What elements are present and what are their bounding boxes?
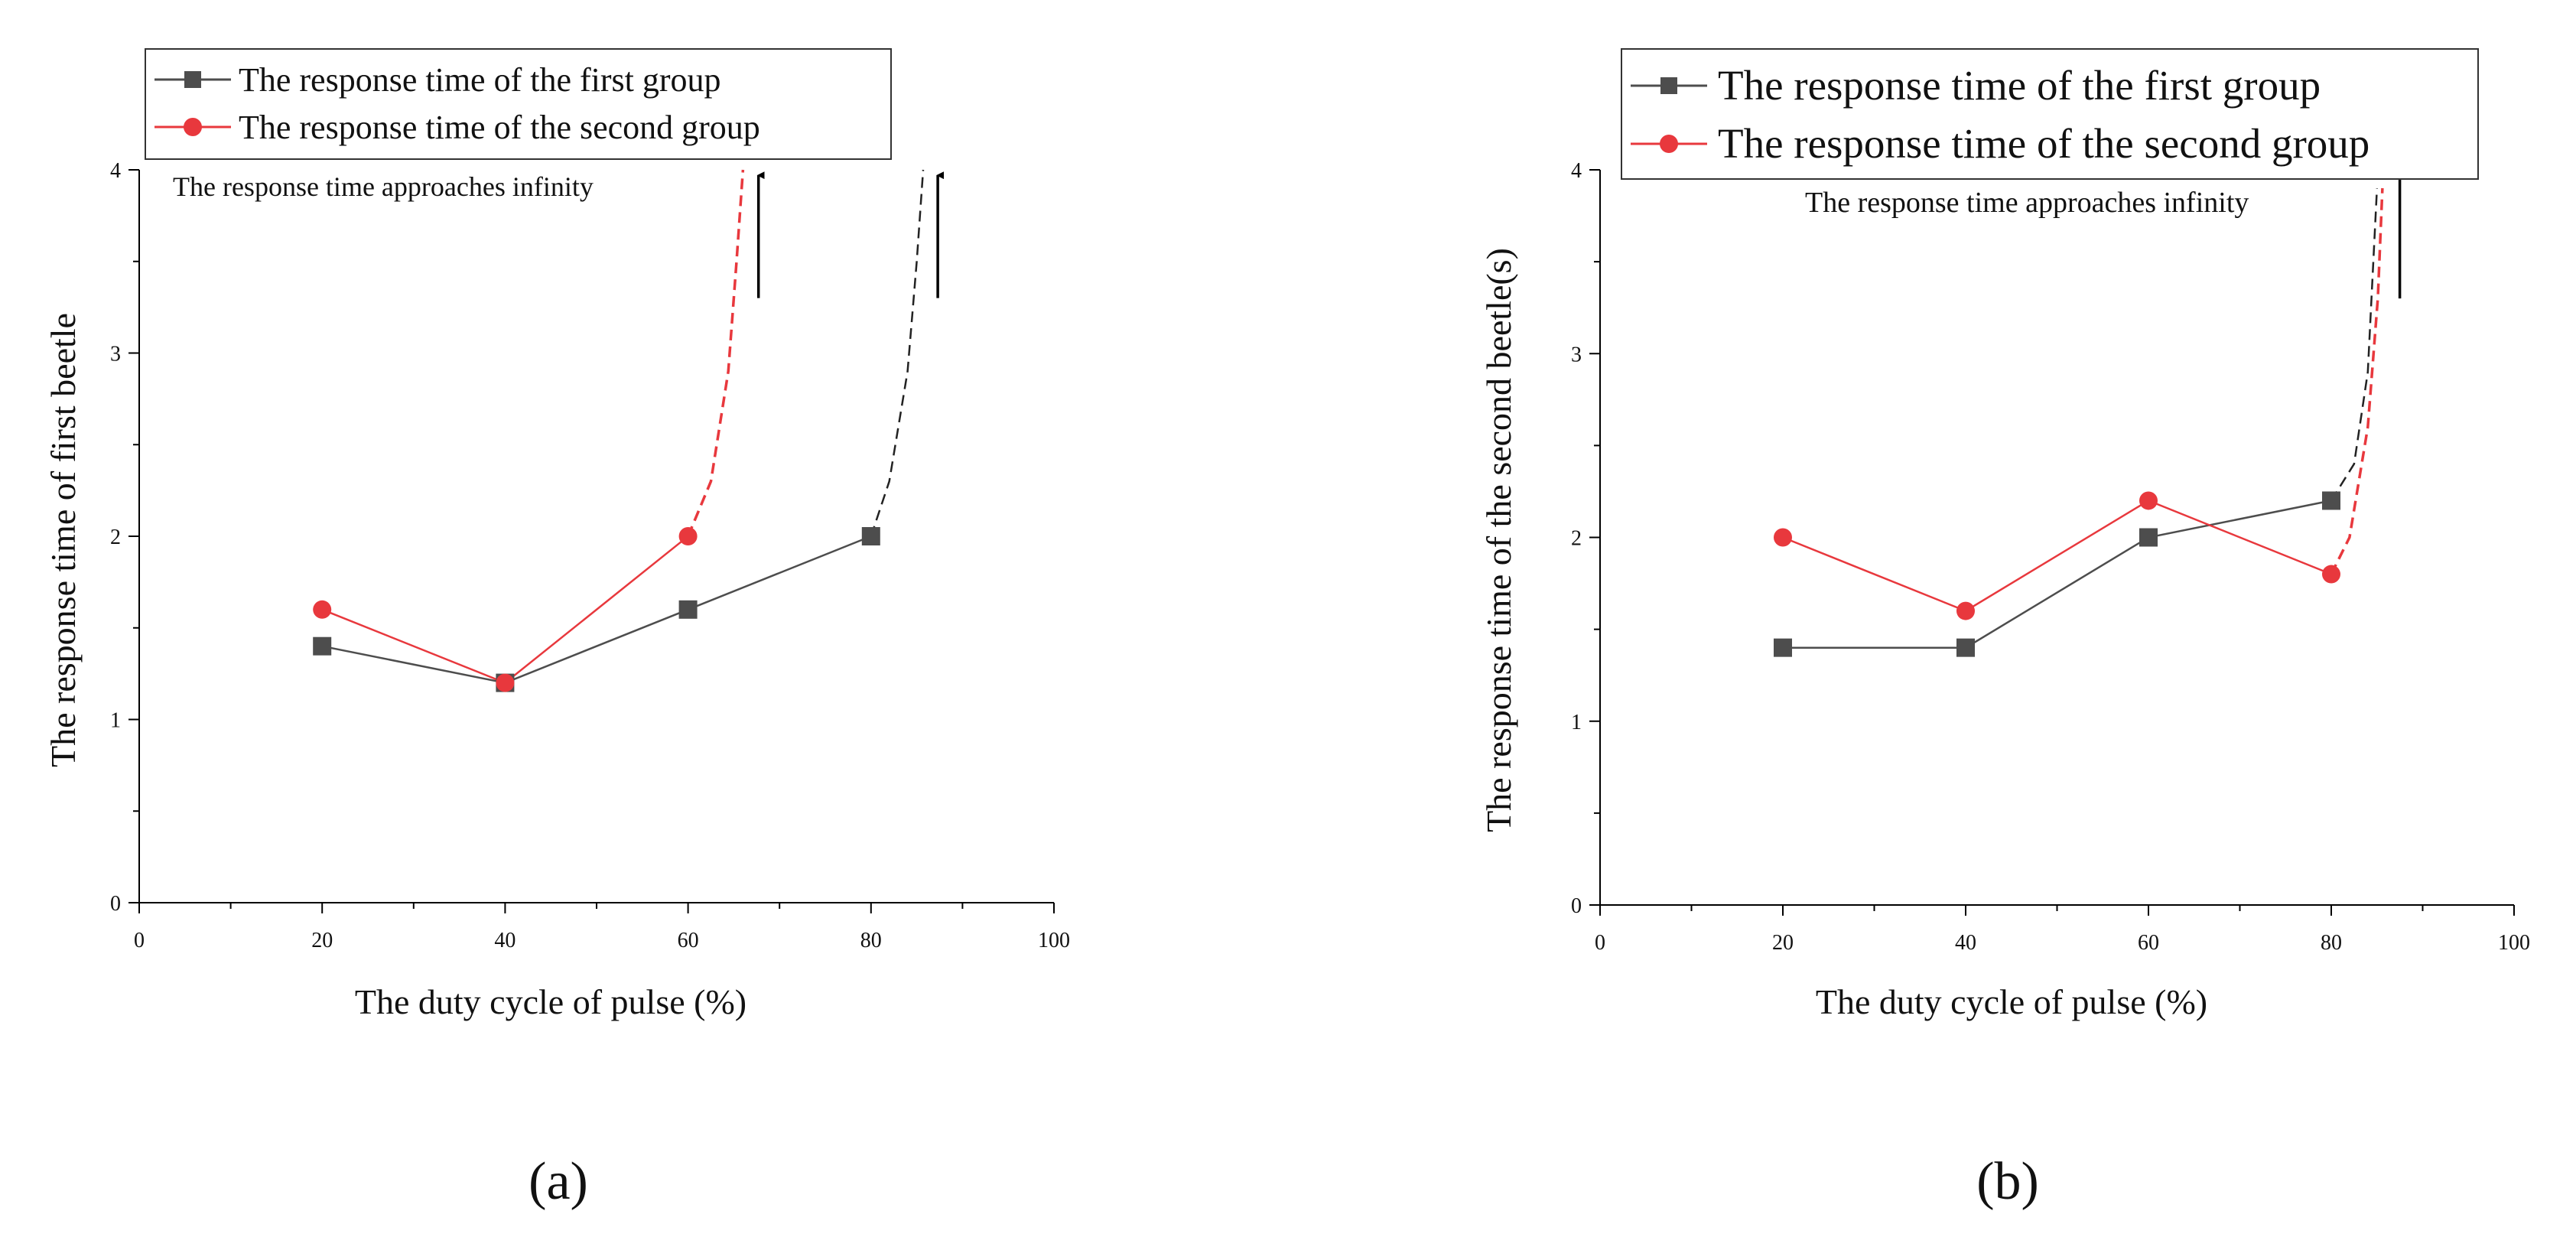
series-line-b-1	[1782, 500, 2332, 612]
y-tick-label-a: 1	[110, 709, 121, 733]
plot-a-marks: 0 20 40 60 80 100 0 1 2 3 4	[110, 159, 1070, 952]
legend-a-label-first: The response time of the first group	[239, 61, 721, 99]
plot-b-marks: 0 20 40 60 80 100 0 1 2 3 4	[1571, 159, 2530, 955]
legend-b-frame	[1621, 48, 2479, 180]
panel-label-a: (a)	[529, 1152, 588, 1211]
legend-b-label-second: The response time of the second group	[1718, 120, 2369, 167]
point-b-series-0	[1956, 638, 1975, 657]
point-b-series-1	[2139, 491, 2158, 510]
y-axis-label-b: The response time of the second beetle(s…	[1479, 248, 1518, 832]
legend-b: The response time of the first group The…	[1621, 48, 2479, 180]
y-tick-label-b: 0	[1571, 894, 1582, 918]
point-a-series-1	[678, 527, 698, 545]
x-tick-label-a: 60	[678, 929, 699, 952]
y-tick-label-a: 0	[110, 892, 121, 916]
legend-b-label-first: The response time of the first group	[1718, 62, 2321, 109]
legend-a: The response time of the first group The…	[145, 48, 892, 160]
panel-a: 0 20 40 60 80 100 0 1 2 3 4 The response time of t…	[44, 48, 1070, 1211]
x-tick-label-a: 40	[494, 929, 516, 952]
legend-a-marker-second	[184, 118, 202, 136]
x-tick-label-b: 0	[1595, 931, 1605, 955]
x-tick-label-b: 60	[2138, 931, 2159, 955]
point-a-series-1	[313, 600, 332, 619]
x-tick-label-b: 100	[2498, 931, 2530, 955]
point-a-series-0	[313, 636, 332, 656]
legend-a-frame	[145, 48, 892, 160]
point-b-series-1	[2322, 565, 2340, 584]
asymptote-a-series-0	[870, 169, 925, 537]
point-b-series-0	[1774, 638, 1792, 657]
legend-b-marker-first	[1660, 77, 1677, 94]
y-tick-label-a: 4	[110, 159, 121, 183]
y-tick-label-b: 4	[1571, 159, 1582, 183]
y-tick-label-b: 1	[1571, 711, 1582, 734]
point-b-series-1	[1774, 528, 1792, 547]
x-tick-label-b: 40	[1955, 931, 1976, 955]
x-axis-label-b: The duty cycle of pulse (%)	[1816, 982, 2207, 1021]
point-b-series-1	[1956, 601, 1975, 620]
legend-b-marker-second	[1660, 135, 1678, 153]
asymptote-a-series-1	[686, 169, 745, 537]
series-line-a-0	[321, 535, 872, 684]
y-tick-label-a: 3	[110, 343, 121, 366]
annotation-b: The response time approaches infinity	[1805, 187, 2249, 219]
legend-a-marker-first	[184, 71, 201, 88]
x-tick-label-a: 80	[860, 929, 882, 952]
x-tick-label-b: 80	[2321, 931, 2342, 955]
y-tick-label-b: 3	[1571, 343, 1582, 366]
y-tick-label-b: 2	[1571, 527, 1582, 551]
point-a-series-1	[496, 673, 515, 692]
point-a-series-0	[861, 527, 880, 545]
point-b-series-0	[2322, 491, 2340, 510]
x-tick-label-a: 0	[134, 929, 145, 952]
point-b-series-0	[2139, 528, 2158, 547]
annotation-a: The response time approaches infinity	[173, 171, 594, 202]
panel-b: 0 20 40 60 80 100 0 1 2 3 4 The response time of t…	[1479, 48, 2530, 1211]
panel-label-b: (b)	[1976, 1152, 2039, 1211]
legend-a-label-second: The response time of the second group	[239, 109, 760, 146]
point-a-series-0	[678, 600, 698, 619]
series-line-b-0	[1783, 500, 2332, 649]
x-tick-label-a: 100	[1038, 929, 1070, 952]
series-line-a-1	[321, 535, 689, 685]
x-axis-label-a: The duty cycle of pulse (%)	[355, 982, 746, 1021]
asymptote-b-series-1	[2330, 187, 2384, 575]
asymptote-b-series-0	[2330, 187, 2379, 502]
y-axis-label-a: The response time of first beetle	[44, 313, 83, 767]
x-tick-label-a: 20	[311, 929, 333, 952]
y-tick-label-a: 2	[110, 526, 121, 549]
x-tick-label-b: 20	[1772, 931, 1794, 955]
